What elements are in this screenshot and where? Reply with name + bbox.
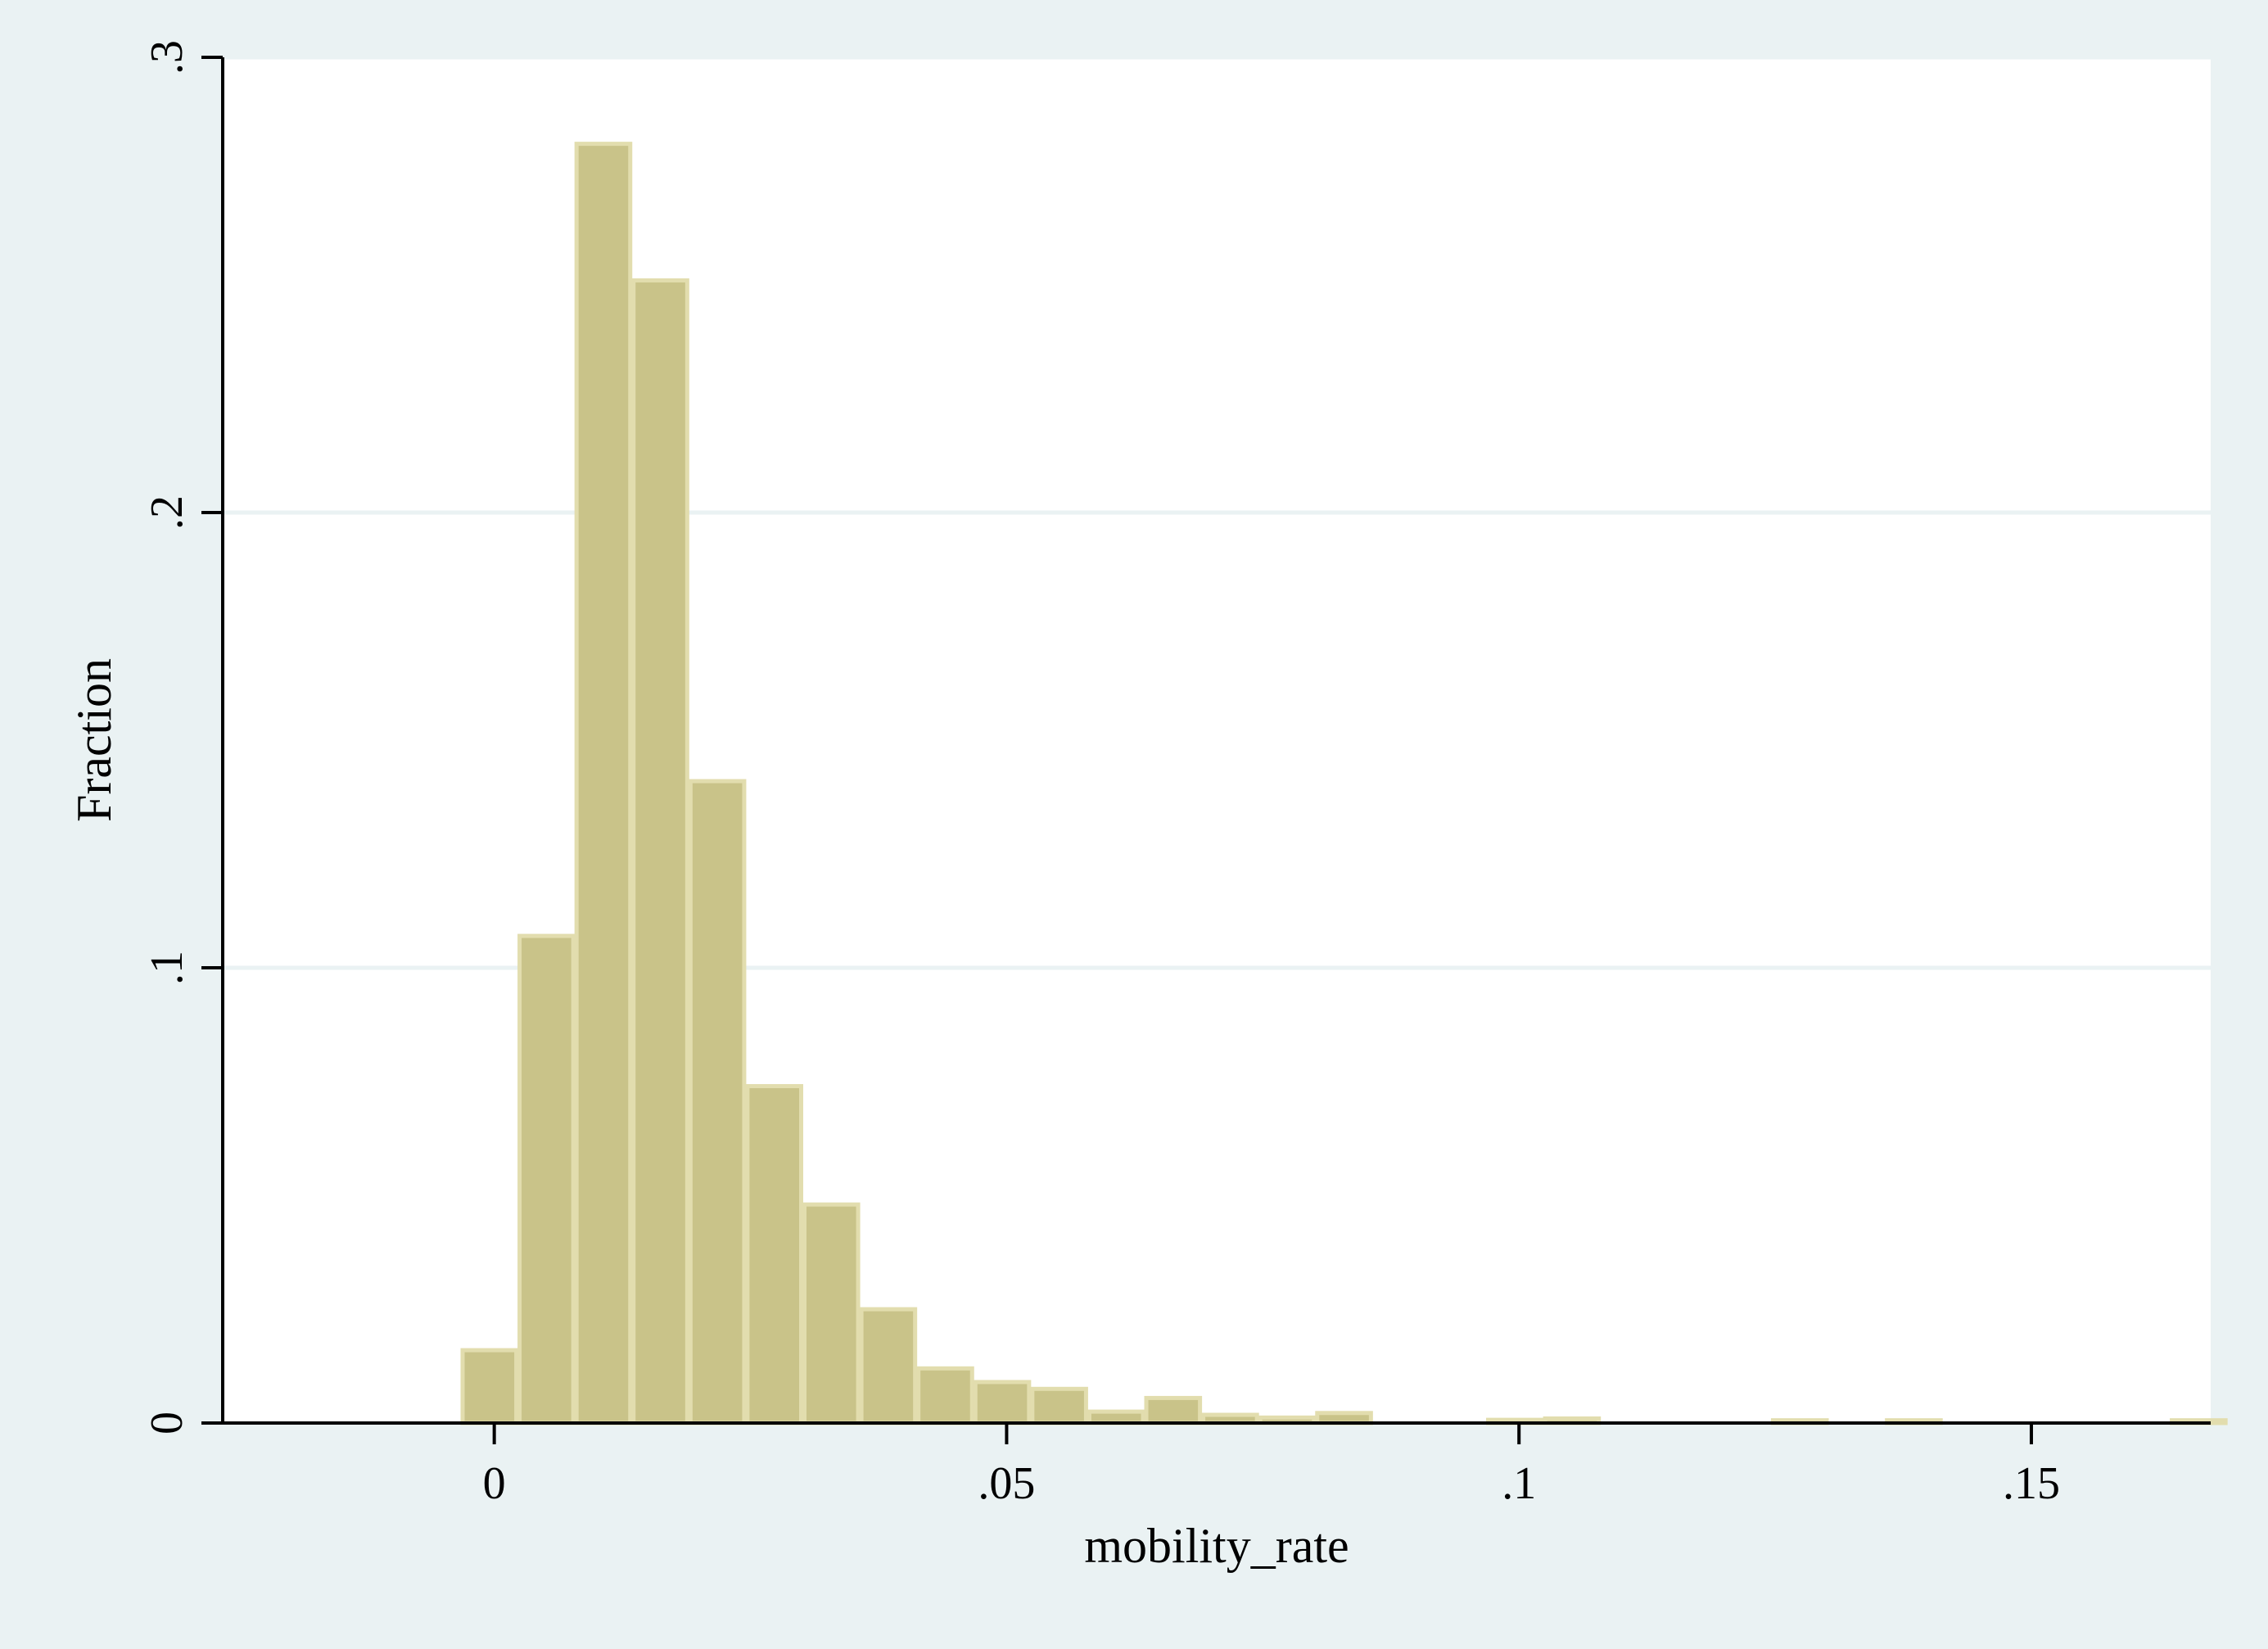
- histogram-bar: [574, 142, 633, 1425]
- y-tick-label: 0: [142, 1412, 192, 1434]
- x-axis-title: mobility_rate: [1084, 1519, 1349, 1573]
- histogram-bar: [517, 933, 576, 1425]
- histogram-bar: [973, 1380, 1032, 1425]
- y-tick-label: .1: [142, 951, 192, 985]
- histogram-bar: [688, 779, 747, 1425]
- x-axis-ticks: 0 .05 .1 .15: [483, 1423, 2060, 1509]
- histogram-bar: [1087, 1409, 1145, 1425]
- histogram-bar: [1144, 1395, 1203, 1425]
- y-tick-label: .3: [142, 40, 192, 75]
- y-tick-label: .2: [142, 495, 192, 530]
- x-tick-label: .05: [978, 1458, 1035, 1509]
- histogram-bar: [859, 1307, 918, 1425]
- bars: [460, 142, 2228, 1425]
- x-tick-label: .1: [1502, 1458, 1536, 1509]
- histogram-bar: [631, 278, 689, 1425]
- x-tick-label: .15: [2003, 1458, 2060, 1509]
- histogram-bar: [1030, 1386, 1088, 1425]
- histogram-bar: [916, 1366, 974, 1425]
- y-axis-ticks: 0 .1 .2 .3: [142, 40, 223, 1434]
- y-axis-title: Fraction: [67, 658, 121, 822]
- x-tick-label: 0: [483, 1458, 506, 1509]
- histogram-bar: [460, 1348, 519, 1425]
- histogram-bar: [802, 1202, 861, 1425]
- histogram-bar: [745, 1084, 804, 1425]
